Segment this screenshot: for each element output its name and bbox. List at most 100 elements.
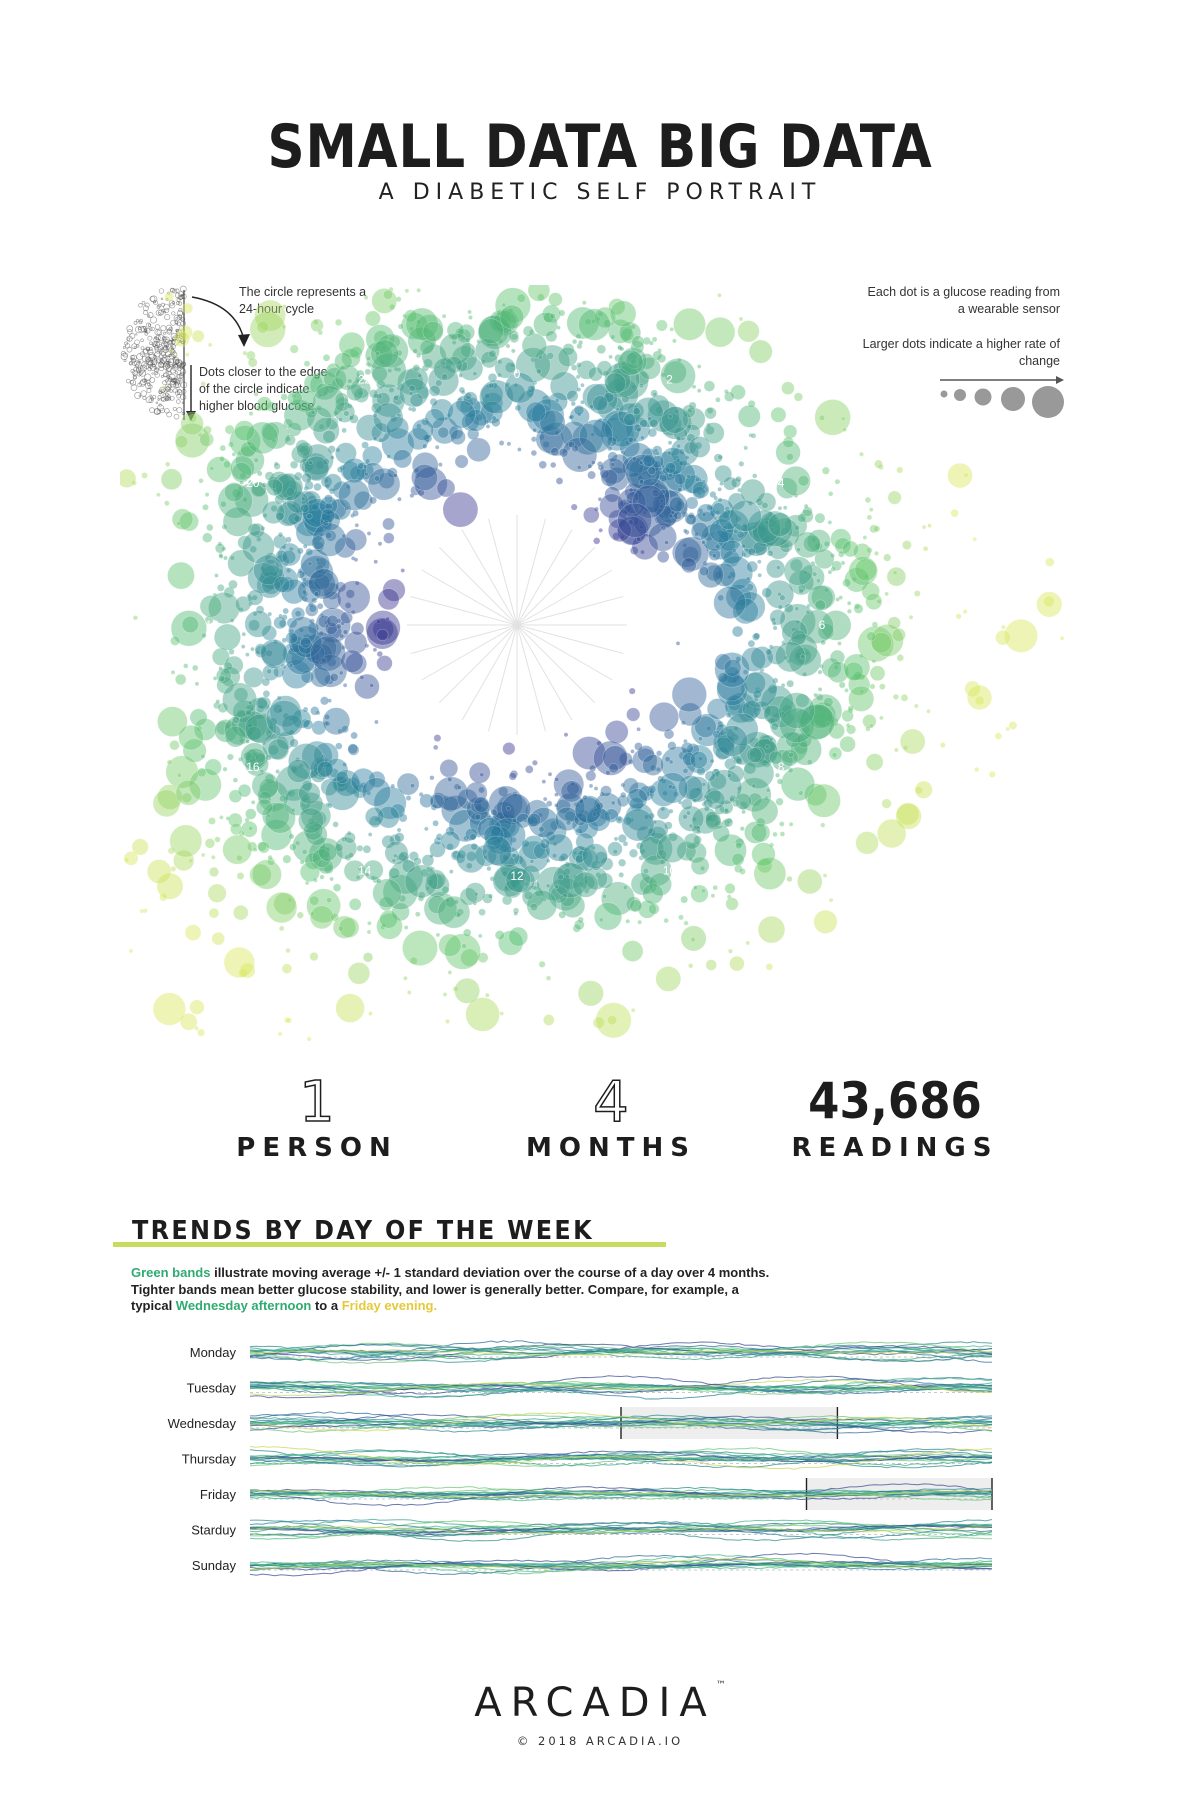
glucose-reading-dot	[713, 495, 719, 501]
glucose-reading-dot	[326, 498, 347, 520]
glucose-reading-dot	[653, 448, 659, 453]
explainer-dot	[167, 371, 172, 375]
radial-spoke	[461, 529, 518, 626]
glucose-reading-dot	[597, 497, 603, 502]
glucose-reading-dot	[262, 689, 271, 698]
glucose-reading-dot	[726, 728, 734, 735]
explainer-dot	[126, 337, 131, 341]
glucose-reading-dot	[770, 617, 776, 623]
glucose-reading-dot	[522, 325, 534, 337]
glucose-reading-dot	[848, 685, 875, 712]
explainer-dot	[171, 364, 179, 371]
glucose-reading-dot	[692, 798, 698, 803]
glucose-reading-dot	[788, 569, 815, 596]
glucose-reading-dot	[545, 330, 558, 343]
glucose-reading-dot	[250, 800, 256, 805]
glucose-reading-dot	[371, 402, 383, 414]
explainer-dot	[162, 362, 168, 367]
explainer-dot	[172, 338, 176, 342]
glucose-reading-dot	[994, 732, 1003, 740]
explainer-dot	[140, 390, 147, 397]
glucose-reading-dot	[737, 487, 742, 493]
glucose-reading-dot	[677, 799, 683, 805]
explainer-dot	[172, 288, 178, 294]
weekday-label: Thursday	[182, 1452, 237, 1467]
glucose-reading-dot	[566, 390, 579, 403]
glucose-reading-dot	[729, 571, 736, 578]
glucose-reading-dot	[660, 524, 667, 531]
glucose-reading-dot	[472, 371, 478, 377]
glucose-reading-dot	[614, 353, 623, 363]
glucose-reading-dot	[549, 820, 561, 831]
glucose-reading-dot	[859, 653, 864, 658]
glucose-reading-dot	[255, 405, 262, 412]
glucose-reading-dot	[302, 577, 307, 582]
glucose-reading-dot	[303, 796, 309, 801]
glucose-reading-dot	[217, 541, 223, 547]
glucose-reading-dot	[569, 406, 590, 427]
glucose-reading-dot	[530, 356, 537, 363]
glucose-reading-dot	[633, 506, 665, 538]
glucose-reading-dot	[335, 623, 342, 630]
glucose-reading-dot	[831, 560, 843, 572]
glucose-reading-dot	[465, 337, 471, 343]
glucose-reading-dot	[770, 722, 779, 731]
explainer-dot	[129, 380, 134, 385]
glucose-reading-dot	[281, 304, 287, 309]
desc-green-bands: Green bands	[131, 1265, 211, 1280]
glucose-reading-dot	[208, 907, 220, 919]
explainer-edge-arrowhead	[186, 411, 196, 421]
glucose-reading-dot	[975, 696, 985, 706]
glucose-reading-dot	[690, 856, 710, 876]
glucose-reading-dot	[682, 407, 706, 431]
glucose-reading-dot	[680, 741, 694, 755]
glucose-reading-dot	[765, 579, 795, 609]
glucose-reading-dot	[323, 863, 334, 874]
glucose-reading-dot	[568, 415, 573, 420]
glucose-reading-dot	[878, 683, 886, 690]
glucose-reading-dot	[506, 880, 516, 890]
glucose-reading-dot	[447, 776, 453, 783]
glucose-reading-dot	[325, 484, 330, 489]
glucose-reading-dot	[749, 716, 755, 722]
glucose-reading-dot	[786, 452, 794, 461]
explainer-dot	[154, 372, 160, 378]
glucose-reading-dot	[839, 736, 856, 753]
glucose-reading-dot	[325, 383, 336, 394]
glucose-reading-dot	[251, 771, 280, 800]
glucose-reading-dot	[752, 632, 760, 641]
glucose-reading-dot	[682, 748, 688, 754]
glucose-reading-dot	[261, 740, 267, 746]
glucose-reading-dot	[216, 583, 225, 592]
glucose-reading-dot	[787, 767, 794, 774]
glucose-reading-dot	[335, 392, 349, 407]
glucose-reading-dot	[141, 472, 148, 479]
glucose-reading-dot	[417, 372, 423, 379]
glucose-reading-dot	[678, 751, 688, 760]
glucose-reading-dot	[535, 368, 542, 375]
glucose-reading-dot	[447, 970, 453, 975]
glucose-reading-dot	[914, 780, 933, 799]
radial-spoke	[516, 624, 613, 681]
glucose-reading-dot	[619, 500, 626, 507]
glucose-reading-dot	[257, 780, 289, 812]
glucose-reading-dot	[571, 338, 578, 345]
glucose-reading-dot	[430, 341, 436, 347]
glucose-reading-dot	[763, 795, 769, 801]
glucose-reading-dot	[451, 850, 461, 860]
glucose-reading-dot	[232, 777, 239, 783]
glucose-reading-dot	[713, 453, 723, 463]
glucose-reading-dot	[299, 457, 315, 473]
glucose-reading-dot	[270, 505, 278, 513]
glucose-reading-dot	[477, 799, 483, 804]
glucose-reading-dot	[491, 382, 498, 389]
glucose-reading-dot	[281, 549, 297, 565]
explainer-dot	[162, 346, 168, 352]
glucose-reading-dot	[789, 558, 803, 572]
glucose-reading-dot	[156, 492, 161, 498]
radial-spoke	[516, 624, 573, 721]
glucose-reading-dot	[855, 831, 879, 855]
glucose-reading-dot	[344, 854, 352, 862]
glucose-reading-dot	[797, 868, 823, 895]
glucose-reading-dot	[706, 769, 743, 805]
